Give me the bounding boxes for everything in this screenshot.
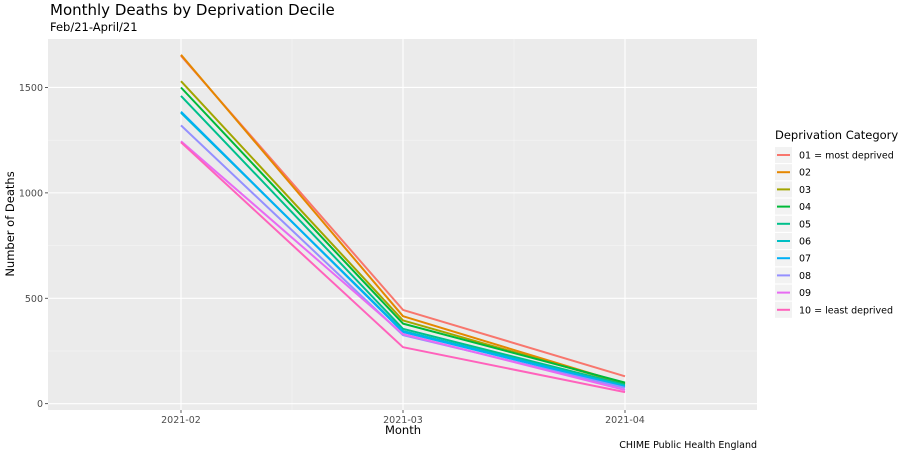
legend-label: 03	[799, 185, 811, 196]
legend-label: 07	[799, 254, 811, 265]
legend-label: 10 = least deprived	[799, 305, 893, 316]
y-axis-title: Number of Deaths	[3, 171, 17, 276]
legend-label: 04	[799, 202, 811, 213]
x-axis-title: Month	[385, 423, 421, 437]
y-tick-label: 500	[25, 294, 43, 305]
chart-title: Monthly Deaths by Deprivation Decile	[50, 1, 335, 19]
y-tick-label: 1000	[19, 188, 43, 199]
x-tick-label: 2021-04	[605, 415, 645, 426]
legend-label: 02	[799, 168, 811, 179]
x-tick-label: 2021-03	[383, 415, 423, 426]
series-line	[180, 124, 626, 389]
chart-subtitle: Feb/21-April/21	[50, 20, 138, 34]
x-tick-label: 2021-02	[161, 415, 201, 426]
series-line	[180, 140, 626, 391]
y-tick-label: 1500	[19, 83, 43, 94]
series-lines	[180, 54, 626, 394]
x-axis: 2021-02 2021-03 2021-04	[161, 410, 645, 426]
y-tick-label: 0	[37, 399, 43, 410]
legend-label: 09	[799, 288, 811, 299]
legend-label: 08	[799, 271, 811, 282]
legend: Deprivation Category 01 = most deprived 0…	[775, 128, 898, 318]
series-line	[180, 141, 626, 394]
legend-label: 06	[799, 237, 811, 248]
legend-title: Deprivation Category	[775, 128, 898, 142]
series-line	[180, 95, 626, 386]
series-line	[180, 110, 626, 388]
legend-label: 05	[799, 219, 811, 230]
y-axis: 0 500 1000 1500	[19, 83, 48, 410]
chart-caption: CHIME Public Health England	[619, 440, 757, 451]
legend-label: 01 = most deprived	[799, 151, 894, 162]
series-line	[180, 54, 626, 385]
series-line	[180, 86, 626, 384]
